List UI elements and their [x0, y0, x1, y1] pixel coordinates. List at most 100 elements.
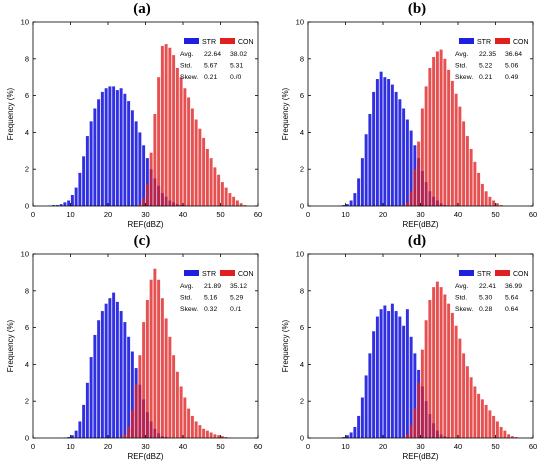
bar — [240, 203, 243, 206]
stats-row-label: Std. — [180, 295, 192, 302]
y-tick-label: 0 — [25, 202, 29, 211]
bar — [455, 94, 458, 206]
bar — [436, 282, 439, 438]
y-tick-label: 8 — [25, 54, 29, 63]
bar — [135, 121, 138, 206]
bar — [395, 311, 398, 438]
bar — [198, 425, 201, 438]
bar — [440, 287, 443, 438]
bar — [413, 409, 416, 438]
bar — [63, 202, 66, 206]
stats-row-label: Skew. — [455, 306, 473, 313]
bar — [127, 337, 130, 438]
bar — [161, 46, 164, 206]
panel-title: (d) — [387, 233, 447, 250]
bar — [413, 169, 416, 206]
bar — [202, 429, 205, 438]
x-tick-label: 10 — [66, 210, 74, 219]
stats-con-value: 0./1 — [230, 306, 242, 313]
stats-con-value: 35.12 — [230, 283, 247, 290]
bar — [82, 156, 85, 206]
series-str — [48, 86, 193, 206]
bar — [488, 197, 491, 206]
bar — [492, 200, 495, 206]
bar — [142, 199, 145, 206]
y-tick-label: 0 — [25, 434, 29, 443]
bar — [225, 188, 228, 206]
stats-row-label: Avg. — [455, 51, 469, 58]
bar — [176, 68, 179, 206]
y-tick-label: 4 — [300, 128, 304, 137]
bar — [127, 427, 130, 438]
bar — [153, 114, 156, 206]
x-tick-label: 0 — [306, 442, 310, 451]
bar — [466, 366, 469, 438]
bar — [451, 313, 454, 438]
bar — [165, 44, 168, 206]
x-tick-label: 0 — [306, 210, 310, 219]
bar — [198, 129, 201, 206]
bar — [451, 81, 454, 206]
stats-row-label: Avg. — [455, 283, 469, 290]
bar — [228, 193, 231, 206]
bar — [131, 410, 134, 438]
bar — [470, 377, 473, 438]
bar — [443, 59, 446, 206]
bar — [387, 79, 390, 206]
bar — [78, 421, 81, 438]
x-tick-label: 0 — [31, 210, 35, 219]
x-tick-label: 20 — [104, 442, 112, 451]
bar — [101, 311, 104, 438]
bar — [168, 337, 171, 438]
bar — [350, 200, 353, 206]
x-tick-label: 40 — [179, 210, 187, 219]
x-tick-label: 40 — [454, 210, 462, 219]
stats-con-value: 5.06 — [505, 63, 518, 70]
stats-str-value: 5.67 — [204, 63, 217, 70]
bar — [462, 353, 465, 438]
bar — [365, 375, 368, 438]
bar — [425, 320, 428, 438]
bar — [473, 386, 476, 438]
bar — [428, 68, 431, 206]
bar — [202, 138, 205, 206]
bar — [492, 416, 495, 438]
legend-label-str: STR — [202, 271, 216, 278]
bar — [123, 434, 126, 438]
legend-swatch-con — [495, 270, 510, 276]
x-tick-label: 20 — [379, 442, 387, 451]
bar — [402, 326, 405, 438]
bar — [183, 88, 186, 206]
bar — [383, 306, 386, 438]
bar — [82, 405, 85, 438]
y-tick-label: 2 — [25, 397, 29, 406]
bar — [236, 200, 239, 206]
bar — [496, 203, 499, 206]
bar — [108, 298, 111, 438]
y-axis-label: Frequency (%) — [281, 87, 290, 140]
bar — [357, 416, 360, 438]
bar — [116, 90, 119, 206]
x-tick-label: 60 — [529, 210, 537, 219]
bar — [142, 145, 145, 206]
legend-label-str: STR — [202, 39, 216, 46]
bar — [90, 357, 93, 438]
bar — [112, 86, 115, 206]
plot-frame — [33, 22, 258, 206]
bar — [131, 110, 134, 206]
stats-str-value: 5.22 — [479, 63, 492, 70]
bar — [391, 85, 394, 206]
bar — [78, 173, 81, 206]
bar — [146, 300, 149, 438]
y-tick-label: 6 — [300, 91, 304, 100]
bar — [150, 280, 153, 438]
bar — [447, 304, 450, 438]
